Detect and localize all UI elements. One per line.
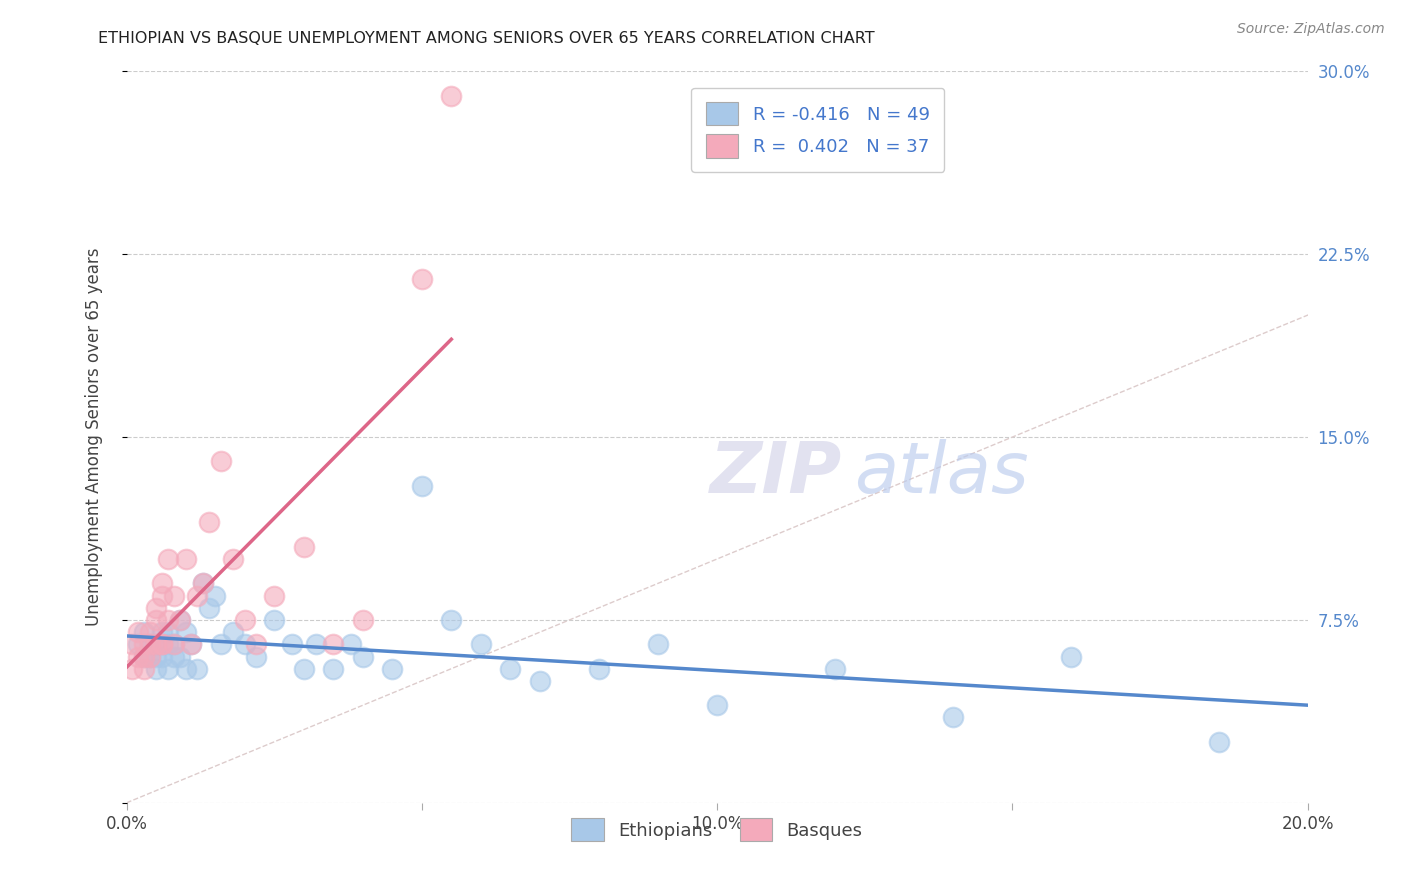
Point xyxy=(180,637,202,651)
Point xyxy=(706,698,728,713)
Y-axis label: Unemployment Among Seniors over 65 years: Unemployment Among Seniors over 65 years xyxy=(84,248,103,626)
Point xyxy=(209,637,232,651)
Point xyxy=(150,649,173,664)
Point xyxy=(824,662,846,676)
Point xyxy=(292,662,315,676)
Point xyxy=(322,637,344,651)
Point xyxy=(186,589,208,603)
Point xyxy=(134,649,156,664)
Point xyxy=(942,710,965,724)
Point xyxy=(156,552,179,566)
Point xyxy=(150,637,173,651)
Point xyxy=(411,479,433,493)
Point xyxy=(139,649,162,664)
Point xyxy=(169,649,191,664)
Point xyxy=(174,552,197,566)
Point xyxy=(145,637,167,651)
Point xyxy=(281,637,304,651)
Point xyxy=(204,589,226,603)
Point xyxy=(145,649,167,664)
Point xyxy=(163,649,186,664)
Point xyxy=(263,589,285,603)
Point xyxy=(145,662,167,676)
Point xyxy=(150,637,173,651)
Text: atlas: atlas xyxy=(855,439,1029,508)
Point xyxy=(150,589,173,603)
Point xyxy=(245,637,267,651)
Point xyxy=(134,637,156,651)
Point xyxy=(139,637,162,651)
Point xyxy=(193,576,215,591)
Point xyxy=(198,516,221,530)
Point xyxy=(186,662,208,676)
Point xyxy=(163,589,186,603)
Point xyxy=(647,637,669,651)
Point xyxy=(411,271,433,285)
Point xyxy=(156,625,179,640)
Text: Source: ZipAtlas.com: Source: ZipAtlas.com xyxy=(1237,22,1385,37)
Point xyxy=(163,637,186,651)
Point xyxy=(163,637,186,651)
Point xyxy=(180,637,202,651)
Point xyxy=(139,649,162,664)
Point xyxy=(134,649,156,664)
Point xyxy=(145,613,167,627)
Point xyxy=(352,649,374,664)
Point xyxy=(121,662,143,676)
Point xyxy=(156,662,179,676)
Point xyxy=(470,637,492,651)
Point xyxy=(139,637,162,651)
Point xyxy=(340,637,363,651)
Point xyxy=(139,625,162,640)
Point xyxy=(529,673,551,688)
Point xyxy=(1060,649,1083,664)
Point xyxy=(233,613,256,627)
Point xyxy=(209,454,232,468)
Point xyxy=(198,600,221,615)
Point xyxy=(174,625,197,640)
Point xyxy=(127,637,149,651)
Legend: Ethiopians, Basques: Ethiopians, Basques xyxy=(564,811,870,848)
Point xyxy=(156,637,179,651)
Point xyxy=(222,625,245,640)
Point xyxy=(588,662,610,676)
Point xyxy=(145,637,167,651)
Point xyxy=(127,625,149,640)
Point xyxy=(169,613,191,627)
Point xyxy=(440,613,463,627)
Point xyxy=(292,540,315,554)
Text: ZIP: ZIP xyxy=(710,439,842,508)
Point xyxy=(352,613,374,627)
Point xyxy=(263,613,285,627)
Point xyxy=(169,613,191,627)
Point xyxy=(150,625,173,640)
Point xyxy=(121,637,143,651)
Point xyxy=(134,662,156,676)
Text: ETHIOPIAN VS BASQUE UNEMPLOYMENT AMONG SENIORS OVER 65 YEARS CORRELATION CHART: ETHIOPIAN VS BASQUE UNEMPLOYMENT AMONG S… xyxy=(98,31,875,46)
Point xyxy=(127,649,149,664)
Point xyxy=(499,662,522,676)
Point xyxy=(134,625,156,640)
Point xyxy=(150,576,173,591)
Point xyxy=(222,552,245,566)
Point xyxy=(174,662,197,676)
Point xyxy=(233,637,256,651)
Point xyxy=(381,662,404,676)
Point xyxy=(150,637,173,651)
Point xyxy=(193,576,215,591)
Point xyxy=(322,662,344,676)
Point xyxy=(1208,735,1230,749)
Point xyxy=(156,613,179,627)
Point xyxy=(245,649,267,664)
Point xyxy=(304,637,326,651)
Point xyxy=(440,88,463,103)
Point xyxy=(145,600,167,615)
